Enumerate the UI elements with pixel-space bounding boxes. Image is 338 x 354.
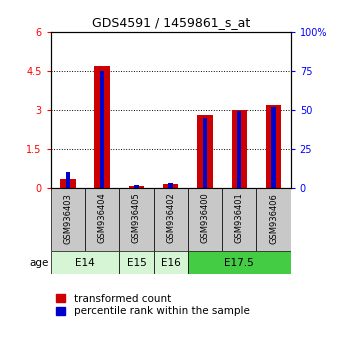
Bar (197, 115, 213, 188)
Text: E14: E14 (75, 258, 95, 268)
Bar (153, 188, 188, 251)
Text: E15: E15 (126, 258, 146, 268)
Bar (153, 251, 188, 274)
Text: GSM936401: GSM936401 (235, 193, 244, 244)
Bar (119, 188, 153, 251)
Bar (188, 188, 222, 251)
Title: GDS4591 / 1459861_s_at: GDS4591 / 1459861_s_at (92, 16, 250, 29)
Bar (232, 110, 247, 188)
Text: age: age (30, 258, 49, 268)
Bar (163, 184, 178, 188)
Bar (203, 118, 207, 188)
Bar (222, 188, 257, 251)
Text: GSM936402: GSM936402 (166, 193, 175, 244)
Text: E16: E16 (161, 258, 180, 268)
Bar (60, 178, 76, 188)
Bar (271, 107, 276, 188)
Bar (85, 188, 119, 251)
Text: GSM936404: GSM936404 (98, 193, 106, 244)
Bar (66, 172, 70, 188)
Bar (188, 251, 291, 274)
Bar (119, 251, 153, 274)
Bar (51, 251, 119, 274)
Bar (257, 188, 291, 251)
Text: GSM936400: GSM936400 (200, 193, 210, 244)
Bar (129, 186, 144, 188)
Bar (237, 111, 241, 188)
Bar (100, 71, 104, 188)
Bar (168, 183, 173, 188)
Bar (94, 65, 110, 188)
Text: GSM936406: GSM936406 (269, 193, 278, 244)
Text: E17.5: E17.5 (224, 258, 254, 268)
Legend: transformed count, percentile rank within the sample: transformed count, percentile rank withi… (56, 294, 249, 316)
Bar (134, 184, 139, 188)
Bar (266, 104, 281, 188)
Bar (51, 188, 85, 251)
Text: GSM936405: GSM936405 (132, 193, 141, 244)
Text: GSM936403: GSM936403 (63, 193, 72, 244)
